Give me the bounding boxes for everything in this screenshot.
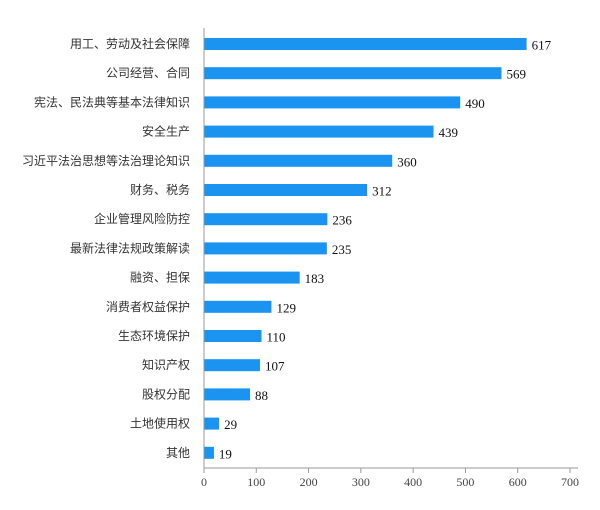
- bar: [204, 446, 214, 459]
- value-label: 569: [507, 67, 527, 82]
- value-label: 236: [332, 213, 352, 228]
- value-label: 110: [267, 330, 286, 345]
- value-label: 312: [372, 184, 392, 199]
- category-label: 安全生产: [142, 124, 190, 139]
- x-axis: 0 100 200 300 400 500 600 700: [201, 28, 579, 489]
- bar: [204, 300, 272, 313]
- category-label: 融资、担保: [130, 271, 190, 285]
- x-tick-label: 500: [456, 475, 474, 489]
- category-label: 财务、税务: [130, 182, 190, 197]
- bar: [204, 388, 251, 401]
- value-label: 490: [465, 96, 485, 111]
- value-label: 235: [332, 242, 352, 257]
- bar: [204, 154, 393, 167]
- x-tick-label: 0: [201, 475, 207, 489]
- bar: [204, 330, 262, 342]
- category-label: 最新法律法规政策解读: [70, 240, 190, 255]
- category-label: 用工、劳动及社会保障: [70, 36, 190, 51]
- category-label: 习近平法治思想等法治理论知识: [22, 153, 190, 168]
- value-label: 88: [255, 388, 268, 403]
- category-label: 消费者权益保护: [106, 300, 190, 314]
- value-label: 617: [532, 38, 552, 53]
- value-label: 129: [276, 300, 296, 315]
- value-label: 107: [265, 359, 285, 374]
- bar: [204, 125, 434, 138]
- x-tick-label: 400: [404, 475, 422, 489]
- category-label: 企业管理风险防控: [94, 211, 190, 226]
- category-label: 土地使用权: [130, 416, 190, 431]
- category-label: 宪法、民法典等基本法律知识: [34, 94, 190, 109]
- category-label: 公司经营、合同: [106, 65, 190, 80]
- bar: [204, 213, 328, 226]
- value-label: 183: [305, 271, 325, 286]
- x-tick-label: 700: [561, 475, 579, 489]
- bar: [204, 184, 368, 196]
- x-tick-label: 100: [247, 475, 265, 489]
- x-tick-label: 200: [300, 475, 318, 489]
- bars-layer: [204, 38, 527, 459]
- bar: [204, 417, 220, 430]
- bar: [204, 67, 502, 80]
- x-tick-label: 600: [509, 475, 527, 489]
- bar: [204, 242, 327, 255]
- category-label: 其他: [166, 446, 190, 460]
- value-label: 360: [397, 154, 417, 169]
- category-label: 知识产权: [142, 358, 190, 372]
- bar: [204, 96, 461, 109]
- x-tick-label: 300: [352, 475, 370, 489]
- value-label: 29: [224, 417, 237, 432]
- labels-layer: 用工、劳动及社会保障 617 公司经营、合同 569 宪法、民法典等基本法律知识 490 安…: [22, 36, 552, 461]
- value-label: 439: [439, 125, 459, 140]
- value-label: 19: [219, 446, 232, 461]
- bar: [204, 38, 527, 50]
- bar: [204, 271, 300, 284]
- category-label: 股权分配: [142, 387, 190, 401]
- bar: [204, 359, 260, 372]
- category-label: 生态环境保护: [118, 328, 190, 343]
